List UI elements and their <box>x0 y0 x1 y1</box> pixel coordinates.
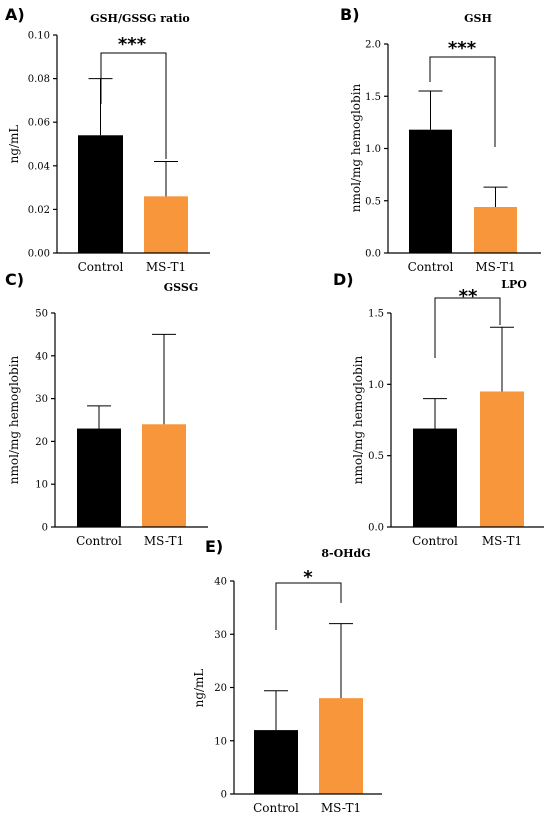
chart-title: GSSG <box>164 281 198 294</box>
x-tick-label: Control <box>408 260 454 274</box>
y-tick-label: 0.08 <box>28 74 50 85</box>
significance-label: *** <box>118 34 147 55</box>
panel-letter: C) <box>5 270 24 289</box>
y-tick-label: 40 <box>35 351 48 362</box>
x-tick-label: Control <box>412 534 458 548</box>
significance-label: *** <box>448 38 477 59</box>
bar-ms-t1 <box>480 391 524 527</box>
significance-label: ** <box>459 286 478 307</box>
y-axis-label: ng/mL <box>7 125 21 164</box>
y-tick-label: 0.00 <box>28 249 50 260</box>
y-tick-label: 50 <box>35 309 48 320</box>
bar-control <box>413 428 457 527</box>
y-tick-label: 10 <box>35 480 48 491</box>
y-axis-label: nmol/mg hemoglobin <box>7 355 21 484</box>
x-tick-label: Control <box>253 801 299 815</box>
panel-letter: D) <box>333 270 354 289</box>
chart-panel-2: B) GSH nmol/mg hemoglobin Control MS-T1 0.0 0.… <box>340 5 541 274</box>
bar-control <box>78 135 123 253</box>
x-tick-label: Control <box>78 260 124 274</box>
y-tick-label: 0.5 <box>368 451 384 462</box>
y-tick-label: 0.02 <box>28 205 50 216</box>
y-tick-label: 0.0 <box>365 249 381 260</box>
x-tick-label: MS-T1 <box>321 801 361 815</box>
chart-panel-4: D) LPO nmol/mg hemoglobin Control MS-T1 0.0 0.… <box>333 270 544 548</box>
significance-bracket <box>100 52 167 159</box>
y-tick-label: 20 <box>214 683 227 694</box>
chart-title: GSH <box>464 12 492 25</box>
bar-ms-t1 <box>474 207 517 253</box>
y-tick-label: 30 <box>214 630 227 641</box>
bar-ms-t1 <box>142 424 186 527</box>
y-tick-label: 0 <box>42 523 48 534</box>
significance-bracket <box>275 582 342 630</box>
y-tick-label: 0.10 <box>28 31 50 42</box>
bar-ms-t1 <box>319 698 363 794</box>
panel-letter: B) <box>340 5 360 24</box>
y-axis-label: ng/mL <box>192 669 206 708</box>
panel-letter: E) <box>205 537 223 556</box>
x-tick-label: Control <box>76 534 122 548</box>
y-axis-label: nmol/mg hemoglobin <box>351 355 365 484</box>
chart-panel-3: C) GSSG nmol/mg hemoglobin Control MS-T1 0 10 2… <box>5 270 208 548</box>
y-tick-label: 0 <box>221 790 227 801</box>
y-tick-label: 2.0 <box>365 40 381 51</box>
bar-ms-t1 <box>144 196 188 253</box>
x-tick-label: MS-T1 <box>144 534 184 548</box>
y-tick-label: 0.06 <box>28 118 50 129</box>
y-tick-label: 1.5 <box>368 309 384 320</box>
x-tick-label: MS-T1 <box>146 260 186 274</box>
y-tick-label: 0.0 <box>368 523 384 534</box>
significance-bracket <box>429 56 496 147</box>
bar-control <box>409 129 452 253</box>
bar-control <box>254 730 298 794</box>
significance-bracket <box>434 297 501 358</box>
chart-title: LPO <box>501 278 527 291</box>
y-tick-label: 1.0 <box>365 144 381 155</box>
chart-title: GSH/GSSG ratio <box>90 12 190 25</box>
y-axis-label: nmol/mg hemoglobin <box>349 83 363 212</box>
chart-panel-5: E) 8-OHdG ng/mL Control MS-T1 0 10 20 30 40 * <box>192 537 382 815</box>
significance-label: * <box>303 567 313 588</box>
panel-letter: A) <box>5 5 25 24</box>
y-tick-label: 20 <box>35 437 48 448</box>
y-tick-label: 1.5 <box>365 92 381 103</box>
y-tick-label: 40 <box>214 577 227 588</box>
x-tick-label: MS-T1 <box>482 534 522 548</box>
y-tick-label: 10 <box>214 736 227 747</box>
y-tick-label: 0.5 <box>365 196 381 207</box>
chart-title: 8-OHdG <box>321 547 370 560</box>
y-tick-label: 30 <box>35 394 48 405</box>
y-tick-label: 1.0 <box>368 380 384 391</box>
x-tick-label: MS-T1 <box>475 260 515 274</box>
bar-control <box>77 428 121 527</box>
chart-panel-1: A) GSH/GSSG ratio ng/mL Control MS-T1 0.00 0.0… <box>5 5 210 274</box>
y-tick-label: 0.04 <box>28 161 50 172</box>
